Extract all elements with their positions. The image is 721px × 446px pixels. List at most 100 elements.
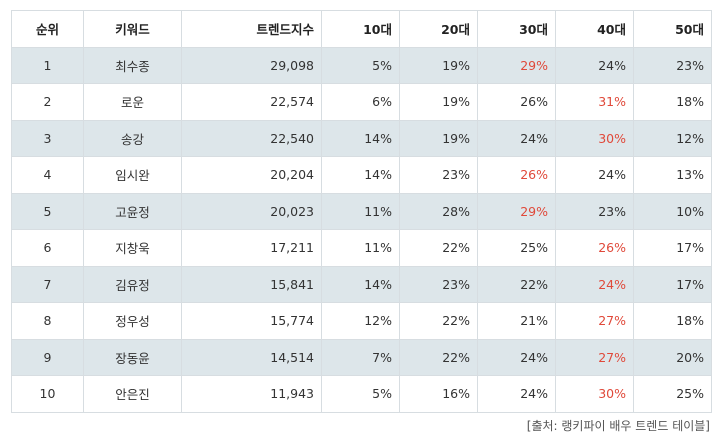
age-10s-cell: 12%	[321, 302, 400, 340]
age-50s-cell: 18%	[633, 83, 712, 121]
age-20s-cell: 16%	[399, 375, 478, 413]
age-50s-cell: 17%	[633, 229, 712, 267]
table-row: 7 김유정 15,841 14% 23% 22% 24% 17%	[11, 265, 712, 303]
age-10s-cell: 5%	[321, 375, 400, 413]
trend-index-cell: 22,540	[181, 119, 322, 157]
age-30s-cell: 26%	[477, 156, 556, 194]
trend-index-cell: 14,514	[181, 338, 322, 376]
keyword-cell: 로운	[83, 83, 182, 121]
age-30s-cell: 21%	[477, 302, 556, 340]
age-30s-cell: 29%	[477, 46, 556, 84]
header-keyword: 키워드	[83, 10, 182, 48]
table-row: 9 장동윤 14,514 7% 22% 24% 27% 20%	[11, 338, 712, 376]
age-20s-cell: 19%	[399, 119, 478, 157]
keyword-cell: 정우성	[83, 302, 182, 340]
trend-index-cell: 15,774	[181, 302, 322, 340]
table-row: 4 임시완 20,204 14% 23% 26% 24% 13%	[11, 156, 712, 194]
trend-index-cell: 22,574	[181, 83, 322, 121]
age-40s-cell: 27%	[555, 302, 634, 340]
age-30s-cell: 26%	[477, 83, 556, 121]
rank-cell: 10	[11, 375, 84, 413]
source-caption: [출처: 랭키파이 배우 트렌드 테이블]	[526, 419, 710, 433]
table-row: 10 안은진 11,943 5% 16% 24% 30% 25%	[11, 375, 712, 413]
keyword-cell: 김유정	[83, 265, 182, 303]
age-30s-cell: 24%	[477, 375, 556, 413]
age-50s-cell: 12%	[633, 119, 712, 157]
age-30s-cell: 22%	[477, 265, 556, 303]
age-50s-cell: 20%	[633, 338, 712, 376]
table-body: 1 최수종 29,098 5% 19% 29% 24% 23% 2 로운 22,574 6% 19% 26…	[11, 46, 712, 413]
rank-cell: 9	[11, 338, 84, 376]
age-40s-cell: 27%	[555, 338, 634, 376]
trend-index-cell: 20,023	[181, 192, 322, 230]
rank-cell: 1	[11, 46, 84, 84]
trend-index-cell: 17,211	[181, 229, 322, 267]
age-50s-cell: 13%	[633, 156, 712, 194]
age-40s-cell: 24%	[555, 46, 634, 84]
table-row: 8 정우성 15,774 12% 22% 21% 27% 18%	[11, 302, 712, 340]
age-50s-cell: 23%	[633, 46, 712, 84]
age-10s-cell: 11%	[321, 229, 400, 267]
age-40s-cell: 31%	[555, 83, 634, 121]
rank-cell: 2	[11, 83, 84, 121]
table-row: 6 지창욱 17,211 11% 22% 25% 26% 17%	[11, 229, 712, 267]
age-50s-cell: 25%	[633, 375, 712, 413]
age-50s-cell: 18%	[633, 302, 712, 340]
age-10s-cell: 7%	[321, 338, 400, 376]
age-10s-cell: 14%	[321, 156, 400, 194]
rank-cell: 3	[11, 119, 84, 157]
keyword-cell: 임시완	[83, 156, 182, 194]
header-trend-index: 트렌드지수	[181, 10, 322, 48]
header-age-20s: 20대	[399, 10, 478, 48]
table-row: 3 송강 22,540 14% 19% 24% 30% 12%	[11, 119, 712, 157]
age-40s-cell: 30%	[555, 375, 634, 413]
trend-index-cell: 15,841	[181, 265, 322, 303]
age-10s-cell: 5%	[321, 46, 400, 84]
rank-cell: 4	[11, 156, 84, 194]
rank-cell: 5	[11, 192, 84, 230]
age-40s-cell: 30%	[555, 119, 634, 157]
age-10s-cell: 11%	[321, 192, 400, 230]
age-10s-cell: 6%	[321, 83, 400, 121]
header-rank: 순위	[11, 10, 84, 48]
table-row: 1 최수종 29,098 5% 19% 29% 24% 23%	[11, 46, 712, 84]
age-20s-cell: 23%	[399, 265, 478, 303]
age-40s-cell: 24%	[555, 156, 634, 194]
age-20s-cell: 23%	[399, 156, 478, 194]
trend-table: 순위 키워드 트렌드지수 10대 20대 30대 40대 50대 1 최수종 29,…	[11, 10, 712, 413]
age-20s-cell: 22%	[399, 338, 478, 376]
trend-index-cell: 11,943	[181, 375, 322, 413]
age-30s-cell: 25%	[477, 229, 556, 267]
age-30s-cell: 29%	[477, 192, 556, 230]
age-20s-cell: 28%	[399, 192, 478, 230]
age-30s-cell: 24%	[477, 338, 556, 376]
trend-index-cell: 20,204	[181, 156, 322, 194]
header-age-30s: 30대	[477, 10, 556, 48]
rank-cell: 6	[11, 229, 84, 267]
age-40s-cell: 24%	[555, 265, 634, 303]
keyword-cell: 안은진	[83, 375, 182, 413]
header-row: 순위 키워드 트렌드지수 10대 20대 30대 40대 50대	[11, 10, 712, 48]
age-30s-cell: 24%	[477, 119, 556, 157]
keyword-cell: 송강	[83, 119, 182, 157]
rank-cell: 7	[11, 265, 84, 303]
trend-index-cell: 29,098	[181, 46, 322, 84]
age-40s-cell: 26%	[555, 229, 634, 267]
age-10s-cell: 14%	[321, 265, 400, 303]
age-50s-cell: 17%	[633, 265, 712, 303]
age-20s-cell: 19%	[399, 83, 478, 121]
keyword-cell: 지창욱	[83, 229, 182, 267]
age-50s-cell: 10%	[633, 192, 712, 230]
header-age-50s: 50대	[633, 10, 712, 48]
age-20s-cell: 22%	[399, 229, 478, 267]
age-20s-cell: 22%	[399, 302, 478, 340]
table-row: 5 고윤정 20,023 11% 28% 29% 23% 10%	[11, 192, 712, 230]
keyword-cell: 최수종	[83, 46, 182, 84]
keyword-cell: 장동윤	[83, 338, 182, 376]
age-10s-cell: 14%	[321, 119, 400, 157]
table-row: 2 로운 22,574 6% 19% 26% 31% 18%	[11, 83, 712, 121]
rank-cell: 8	[11, 302, 84, 340]
age-20s-cell: 19%	[399, 46, 478, 84]
header-age-10s: 10대	[321, 10, 400, 48]
age-40s-cell: 23%	[555, 192, 634, 230]
